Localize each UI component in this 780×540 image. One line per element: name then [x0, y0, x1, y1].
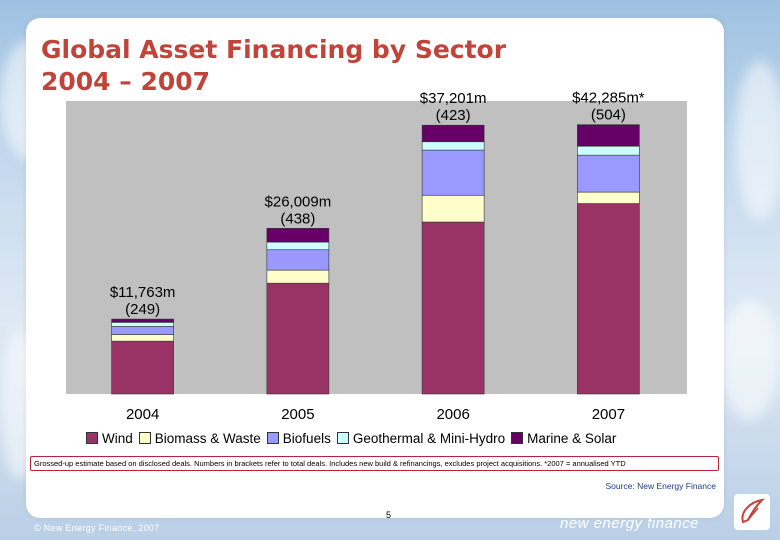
- legend-swatch: [511, 432, 524, 444]
- bar-2004-biofuels: [111, 326, 174, 335]
- bar-2004-marine-solar: [111, 318, 174, 323]
- data-label-total-2004: $11,763m: [110, 284, 176, 301]
- bar-2006-wind: [421, 221, 485, 395]
- bar-2004-geothermal-mini-hydro: [111, 322, 174, 327]
- legend-item-marine-solar: Marine & Solar: [511, 431, 616, 446]
- bar-2005-geothermal-mini-hydro: [266, 241, 330, 251]
- x-tick-label-2006: 2006: [436, 406, 469, 423]
- data-label-deals-2006: (423): [436, 107, 471, 124]
- bar-2007-geothermal-mini-hydro: [577, 145, 640, 156]
- chart-legend: Wind Biomass & Waste Biofuels Geothermal & …: [86, 430, 622, 446]
- page-number: 5: [386, 510, 392, 520]
- bar-2006-biomass-waste: [421, 194, 485, 223]
- legend-item-wind: Wind: [86, 431, 133, 446]
- legend-swatch: [336, 432, 349, 444]
- legend-swatch: [138, 432, 151, 444]
- legend-item-biofuels: Biofuels: [266, 430, 331, 446]
- brand-wordmark: new energy finance: [560, 515, 700, 532]
- bar-2007-wind: [577, 203, 640, 395]
- legend-label: Marine & Solar: [527, 430, 617, 446]
- bar-2007-biofuels: [577, 154, 640, 193]
- x-tick-label-2004: 2004: [126, 406, 159, 423]
- title-line-2: 2004 – 2007: [41, 67, 211, 96]
- legend-swatch: [86, 432, 98, 444]
- data-label-total-2005: $26,009m: [265, 193, 332, 210]
- legend-swatch: [266, 432, 279, 444]
- data-label-deals-2005: (438): [280, 210, 315, 227]
- bar-2005-wind: [266, 282, 330, 395]
- bar-2005-biomass-waste: [266, 269, 330, 284]
- x-tick-label-2007: 2007: [592, 406, 625, 423]
- bar-2005-biofuels: [266, 249, 330, 271]
- source-note: Source: New Energy Finance: [605, 481, 716, 491]
- bar-2006-biofuels: [421, 149, 485, 196]
- copyright-text: © New Energy Finance, 2007: [34, 523, 160, 533]
- title-line-1: Global Asset Financing by Sector: [41, 35, 507, 64]
- data-label-total-2006: $37,201m: [420, 90, 487, 107]
- legend-item-biomass-waste: Biomass & Waste: [138, 430, 261, 446]
- footnote: Grossed-up estimate based on disclosed d…: [30, 456, 719, 471]
- x-tick-label-2005: 2005: [281, 406, 314, 423]
- bar-2007-biomass-waste: [577, 191, 640, 204]
- data-label-deals-2004: (249): [125, 301, 160, 318]
- bar-2005-marine-solar: [266, 228, 330, 243]
- legend-label: Biomass & Waste: [154, 430, 261, 446]
- legend-label: Geothermal & Mini-Hydro: [352, 430, 506, 446]
- brand-logo-icon: [734, 494, 770, 530]
- legend-label: Biofuels: [282, 430, 331, 446]
- bar-2004-wind: [111, 340, 174, 395]
- bar-2006-geothermal-mini-hydro: [421, 141, 485, 151]
- legend-label: Wind: [102, 430, 133, 446]
- bar-2007-marine-solar: [577, 124, 640, 147]
- bar-2006-marine-solar: [421, 124, 485, 143]
- slide-title: Global Asset Financing by Sector 2004 – …: [41, 34, 506, 98]
- data-label-total-2007: $42,285m*: [572, 90, 645, 107]
- data-label-deals-2007: (504): [591, 107, 626, 124]
- legend-item-geothermal-mini-hydro: Geothermal & Mini-Hydro: [336, 430, 506, 446]
- bar-2004-biomass-waste: [111, 334, 174, 342]
